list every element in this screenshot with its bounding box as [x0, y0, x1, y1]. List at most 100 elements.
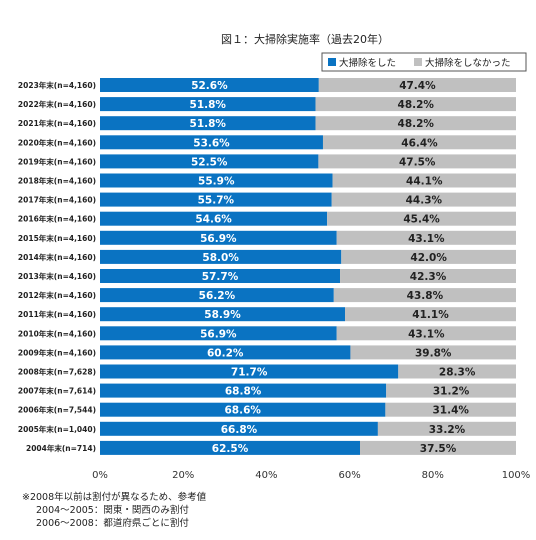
data-label-did-not-clean: 48.2%	[398, 99, 435, 111]
data-label-did-clean: 52.5%	[191, 156, 228, 168]
data-label-did-clean: 56.9%	[200, 328, 237, 340]
bar-segment-did-not-clean	[345, 307, 516, 322]
data-label-did-clean: 51.8%	[190, 118, 227, 130]
bar-segment-did-not-clean	[350, 345, 516, 360]
bar-segment-did-clean	[100, 440, 360, 455]
data-label-did-not-clean: 48.2%	[398, 118, 435, 130]
bar-segment-did-clean	[100, 211, 328, 226]
data-label-did-clean: 58.9%	[204, 309, 241, 321]
data-label-did-not-clean: 31.2%	[433, 386, 470, 398]
bar-segment-did-clean	[100, 249, 342, 264]
x-tick-label: 60%	[338, 470, 360, 481]
data-label-did-not-clean: 47.4%	[399, 80, 436, 92]
legend: 大掃除をした 大掃除をしなかった	[321, 52, 527, 72]
bar-segment-did-not-clean	[318, 154, 516, 169]
bar-segment-did-clean	[100, 307, 346, 322]
row-label: 2014年末(n=4,160)	[18, 252, 96, 262]
row-label: 2017年末(n=4,160)	[18, 195, 96, 205]
bar-segment-did-clean	[100, 116, 316, 131]
legend-label-did-not-clean: 大掃除をしなかった	[425, 57, 511, 69]
bar-segment-did-clean	[100, 78, 319, 92]
bar-segment-did-clean	[100, 173, 333, 188]
row-label: 2008年末(n=7,628)	[18, 367, 96, 377]
data-label-did-clean: 52.6%	[191, 80, 228, 92]
bar-segment-did-clean	[100, 364, 399, 379]
data-label-did-not-clean: 33.2%	[429, 424, 466, 436]
data-label-did-not-clean: 47.5%	[399, 156, 436, 168]
bar-segment-did-clean	[100, 421, 378, 436]
bar-segment-did-not-clean	[327, 211, 516, 226]
data-label-did-not-clean: 42.3%	[410, 271, 447, 283]
bar-segment-did-clean	[100, 97, 316, 112]
data-label-did-clean: 71.7%	[231, 367, 268, 379]
data-label-did-not-clean: 41.1%	[412, 309, 449, 321]
bar-segment-did-not-clean	[331, 192, 516, 207]
bar-segment-did-not-clean	[398, 364, 516, 379]
data-label-did-clean: 68.8%	[225, 386, 262, 398]
bar-segment-did-not-clean	[386, 383, 516, 398]
bar-segment-did-clean	[100, 135, 323, 150]
data-label-did-not-clean: 39.8%	[415, 347, 452, 359]
bar-segment-did-clean	[100, 154, 319, 169]
row-label: 2018年末(n=4,160)	[18, 176, 96, 186]
data-label-did-clean: 54.6%	[195, 214, 232, 226]
footnotes: ※2008年以前は割付が異なるため、参考値 2004～2005：関東・関西のみ割…	[22, 491, 207, 529]
bar-segment-did-not-clean	[322, 135, 516, 150]
data-label-did-clean: 57.7%	[202, 271, 239, 283]
data-label-did-clean: 56.2%	[199, 290, 236, 302]
data-label-did-clean: 55.7%	[198, 195, 235, 207]
data-label-did-not-clean: 44.1%	[406, 176, 443, 188]
row-label: 2019年末(n=4,160)	[18, 156, 96, 166]
bar-segment-did-not-clean	[315, 97, 516, 112]
bar-segment-did-not-clean	[340, 269, 516, 283]
bar-segment-did-not-clean	[336, 230, 516, 245]
row-label: 2015年末(n=4,160)	[18, 233, 96, 243]
bar-segment-did-clean	[100, 269, 341, 283]
row-label: 2010年末(n=4,160)	[18, 328, 96, 338]
data-label-did-clean: 55.9%	[198, 176, 235, 188]
row-label: 2022年末(n=4,160)	[18, 99, 96, 109]
data-label-did-clean: 51.8%	[190, 99, 227, 111]
data-label-did-clean: 53.6%	[193, 137, 230, 149]
data-label-did-not-clean: 45.4%	[403, 214, 440, 226]
bar-segment-did-clean	[100, 230, 337, 245]
data-label-did-not-clean: 44.3%	[406, 195, 443, 207]
data-label-did-not-clean: 43.1%	[408, 328, 445, 340]
bar-segment-did-not-clean	[332, 173, 516, 188]
bars-group: 52.6% 47.4% 51.8% 48.2% 51.8% 48.2% 53.6% 46.4%…	[100, 78, 516, 455]
data-label-did-clean: 60.2%	[207, 347, 244, 359]
bar-segment-did-not-clean	[318, 78, 516, 92]
footnote-line-1: ※2008年以前は割付が異なるため、参考値	[22, 491, 207, 503]
row-label: 2012年末(n=4,160)	[18, 290, 96, 300]
bar-segment-did-clean	[100, 383, 387, 398]
legend-swatch-did-not-clean	[414, 58, 422, 66]
bar-segment-did-clean	[100, 402, 386, 417]
bar-segment-did-clean	[100, 345, 351, 360]
x-axis-ticks: 0% 20% 40% 60% 80% 100%	[92, 470, 530, 481]
bar-segment-did-clean	[100, 326, 337, 341]
data-label-did-not-clean: 43.8%	[407, 290, 444, 302]
data-label-did-not-clean: 28.3%	[439, 367, 476, 379]
footnote-line-3: 2006～2008：都道府県ごとに割付	[36, 517, 189, 529]
chart-title: 図１：大掃除実施率（過去20年）	[221, 32, 389, 46]
row-label: 2013年末(n=4,160)	[18, 271, 96, 281]
row-label: 2006年末(n=7,544)	[18, 405, 96, 415]
bar-segment-did-not-clean	[341, 249, 516, 264]
data-label-did-clean: 56.9%	[200, 233, 237, 245]
legend-label-did-clean: 大掃除をした	[339, 57, 396, 69]
bar-segment-did-not-clean	[360, 440, 516, 455]
data-label-did-not-clean: 37.5%	[420, 443, 457, 455]
row-label: 2009年末(n=4,160)	[18, 347, 96, 357]
data-label-did-clean: 68.6%	[224, 405, 261, 417]
bar-segment-did-not-clean	[315, 116, 516, 131]
bar-segment-did-clean	[100, 288, 334, 303]
x-tick-label: 0%	[92, 470, 108, 481]
data-label-did-not-clean: 42.0%	[410, 252, 447, 264]
data-label-did-not-clean: 46.4%	[401, 137, 438, 149]
row-label: 2023年末(n=4,160)	[18, 80, 96, 90]
data-label-did-clean: 62.5%	[212, 443, 249, 455]
bar-segment-did-not-clean	[336, 326, 516, 341]
data-label-did-clean: 58.0%	[202, 252, 239, 264]
